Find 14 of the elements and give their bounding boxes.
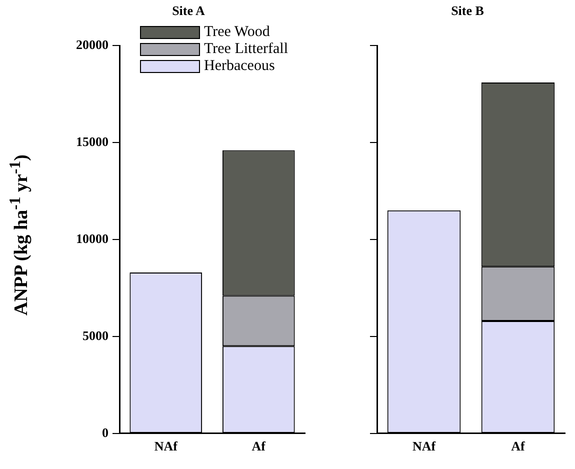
x-tick-label: Af — [511, 438, 526, 454]
x-tick-label: NAf — [412, 438, 436, 454]
chart-title: Site B — [451, 3, 484, 18]
y-tick-label: 20000 — [76, 36, 108, 52]
y-tick-label: 10000 — [76, 230, 108, 246]
x-tick-label: NAf — [154, 438, 178, 454]
legend-label: Herbaceous — [204, 58, 275, 74]
y-tick-label: 0 — [102, 424, 108, 440]
y-tick-label: 15000 — [76, 134, 108, 149]
legend-label: Tree Wood — [204, 24, 270, 40]
legend-label: Tree Litterfall — [204, 41, 288, 57]
y-tick-label: 5000 — [82, 328, 108, 343]
x-tick-label: Af — [252, 438, 266, 454]
chart-title: Site A — [172, 3, 206, 18]
